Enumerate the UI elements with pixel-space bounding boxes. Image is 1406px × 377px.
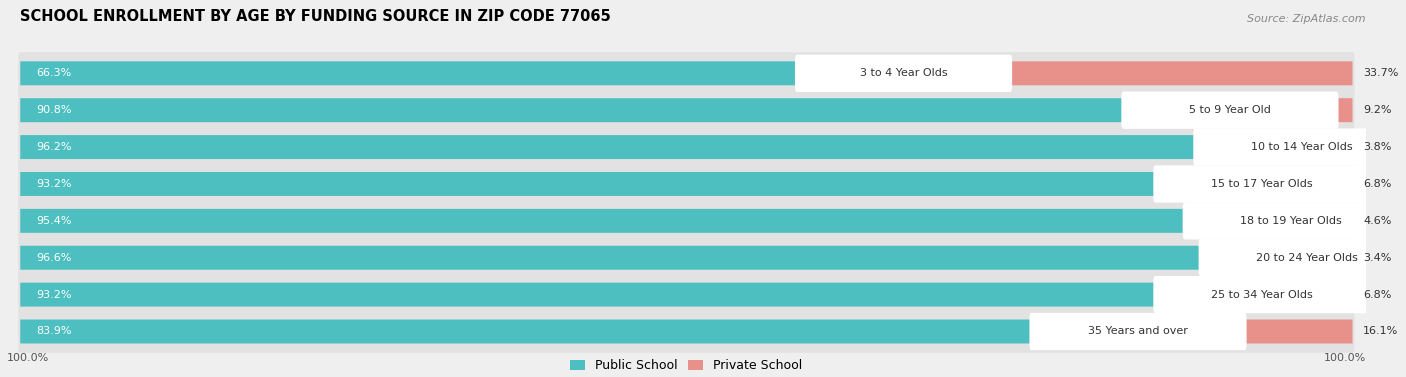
FancyBboxPatch shape bbox=[1308, 246, 1353, 270]
Text: 96.2%: 96.2% bbox=[37, 142, 72, 152]
FancyBboxPatch shape bbox=[1029, 313, 1247, 350]
FancyBboxPatch shape bbox=[18, 163, 1354, 205]
FancyBboxPatch shape bbox=[1263, 283, 1353, 307]
Text: 3 to 4 Year Olds: 3 to 4 Year Olds bbox=[859, 68, 948, 78]
FancyBboxPatch shape bbox=[1194, 129, 1406, 166]
Text: 20 to 24 Year Olds: 20 to 24 Year Olds bbox=[1257, 253, 1358, 263]
Text: 95.4%: 95.4% bbox=[37, 216, 72, 226]
Text: 10 to 14 Year Olds: 10 to 14 Year Olds bbox=[1251, 142, 1353, 152]
FancyBboxPatch shape bbox=[18, 200, 1354, 242]
FancyBboxPatch shape bbox=[20, 320, 1137, 343]
Text: 16.1%: 16.1% bbox=[1364, 326, 1399, 337]
FancyBboxPatch shape bbox=[20, 61, 904, 85]
FancyBboxPatch shape bbox=[18, 89, 1354, 132]
Text: 83.9%: 83.9% bbox=[37, 326, 72, 337]
FancyBboxPatch shape bbox=[18, 52, 1354, 95]
Text: 18 to 19 Year Olds: 18 to 19 Year Olds bbox=[1240, 216, 1343, 226]
FancyBboxPatch shape bbox=[794, 55, 1012, 92]
Text: 9.2%: 9.2% bbox=[1364, 105, 1392, 115]
Text: 93.2%: 93.2% bbox=[37, 179, 72, 189]
FancyBboxPatch shape bbox=[1137, 320, 1353, 343]
Text: 3.4%: 3.4% bbox=[1364, 253, 1392, 263]
Text: 6.8%: 6.8% bbox=[1364, 290, 1392, 300]
FancyBboxPatch shape bbox=[1199, 239, 1406, 276]
FancyBboxPatch shape bbox=[20, 246, 1308, 270]
FancyBboxPatch shape bbox=[1153, 276, 1371, 313]
Text: Source: ZipAtlas.com: Source: ZipAtlas.com bbox=[1247, 14, 1365, 23]
FancyBboxPatch shape bbox=[1263, 172, 1353, 196]
FancyBboxPatch shape bbox=[904, 61, 1353, 85]
FancyBboxPatch shape bbox=[20, 209, 1291, 233]
Text: 6.8%: 6.8% bbox=[1364, 179, 1392, 189]
FancyBboxPatch shape bbox=[1153, 166, 1371, 202]
Text: 15 to 17 Year Olds: 15 to 17 Year Olds bbox=[1211, 179, 1313, 189]
Text: 5 to 9 Year Old: 5 to 9 Year Old bbox=[1189, 105, 1271, 115]
Text: 100.0%: 100.0% bbox=[7, 353, 49, 363]
FancyBboxPatch shape bbox=[18, 126, 1354, 168]
Text: 25 to 34 Year Olds: 25 to 34 Year Olds bbox=[1211, 290, 1313, 300]
FancyBboxPatch shape bbox=[20, 98, 1230, 122]
FancyBboxPatch shape bbox=[20, 172, 1263, 196]
Text: 35 Years and over: 35 Years and over bbox=[1088, 326, 1188, 337]
Text: 4.6%: 4.6% bbox=[1364, 216, 1392, 226]
Text: 100.0%: 100.0% bbox=[1323, 353, 1365, 363]
Text: 90.8%: 90.8% bbox=[37, 105, 72, 115]
FancyBboxPatch shape bbox=[18, 236, 1354, 279]
FancyBboxPatch shape bbox=[1182, 202, 1400, 239]
FancyBboxPatch shape bbox=[1122, 92, 1339, 129]
Text: 96.6%: 96.6% bbox=[37, 253, 72, 263]
Text: SCHOOL ENROLLMENT BY AGE BY FUNDING SOURCE IN ZIP CODE 77065: SCHOOL ENROLLMENT BY AGE BY FUNDING SOUR… bbox=[20, 9, 612, 23]
Text: 93.2%: 93.2% bbox=[37, 290, 72, 300]
FancyBboxPatch shape bbox=[1291, 209, 1353, 233]
FancyBboxPatch shape bbox=[1230, 98, 1353, 122]
Legend: Public School, Private School: Public School, Private School bbox=[571, 359, 803, 372]
FancyBboxPatch shape bbox=[20, 135, 1302, 159]
Text: 33.7%: 33.7% bbox=[1364, 68, 1399, 78]
FancyBboxPatch shape bbox=[1302, 135, 1353, 159]
FancyBboxPatch shape bbox=[18, 310, 1354, 353]
FancyBboxPatch shape bbox=[20, 283, 1263, 307]
FancyBboxPatch shape bbox=[18, 273, 1354, 316]
Text: 66.3%: 66.3% bbox=[37, 68, 72, 78]
Text: 3.8%: 3.8% bbox=[1364, 142, 1392, 152]
